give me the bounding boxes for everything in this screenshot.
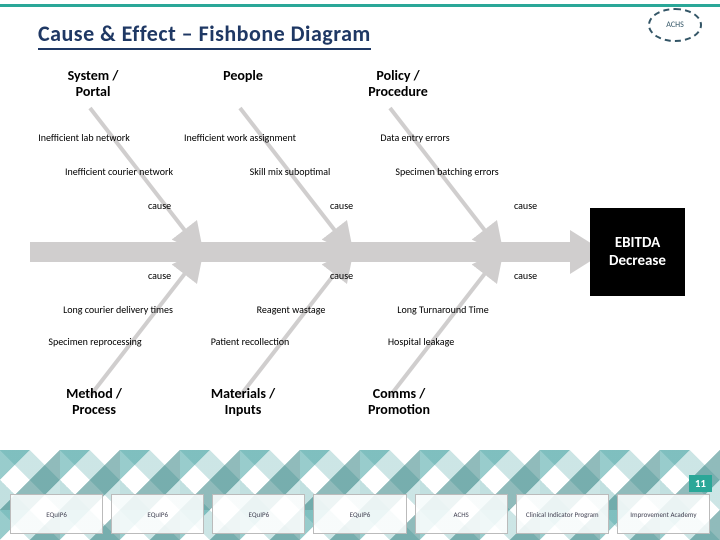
sub-u1b: Inefficient courier network	[54, 166, 184, 178]
cat-top-3-l2: Procedure	[368, 83, 428, 100]
footer-logos: EQuIP6 EQuIP6 EQuIP6 EQuIP6 ACHS Clinica…	[10, 494, 710, 534]
cat-bot-2-l1: Materials /	[211, 385, 275, 402]
cat-top-1-l2: Portal	[76, 83, 111, 100]
footer-logo: EQuIP6	[212, 494, 305, 534]
effect-l2: Decrease	[609, 252, 666, 270]
effect-box: EBITDA Decrease	[590, 208, 685, 296]
logo-top: ACHS	[648, 8, 702, 42]
cat-top-3-l1: Policy /	[376, 67, 419, 84]
sub-l1a: Long courier delivery times	[48, 304, 188, 316]
cat-top-2-l1: People	[223, 67, 263, 84]
sub-l3b: Hospital leakage	[366, 336, 476, 348]
sub-u2b: Skill mix suboptimal	[230, 166, 350, 178]
footer-logo: EQuIP6	[313, 494, 406, 534]
cause-u1: cause	[148, 200, 171, 212]
cause-l1: cause	[148, 270, 171, 282]
page-number: 11	[689, 475, 712, 492]
fishbone-diagram: System / Portal People Policy / Procedur…	[30, 70, 685, 430]
sub-u3a: Data entry errors	[360, 132, 470, 144]
footer-logo: Improvement Academy	[617, 494, 710, 534]
sub-u2a: Inefficient work assignment	[170, 132, 310, 144]
sub-u3b: Specimen batching errors	[382, 166, 512, 178]
footer-logo: EQuIP6	[10, 494, 103, 534]
cause-l2: cause	[330, 270, 353, 282]
cause-u2: cause	[330, 200, 353, 212]
cause-l3: cause	[514, 270, 537, 282]
footer-logo: EQuIP6	[111, 494, 204, 534]
page-title: Cause & Effect – Fishbone Diagram	[38, 20, 371, 50]
cause-u3: cause	[514, 200, 537, 212]
footer-logo: ACHS	[415, 494, 508, 534]
sub-l2b: Patient recollection	[190, 336, 310, 348]
sub-l3a: Long Turnaround Time	[378, 304, 508, 316]
cat-bot-2-l2: Inputs	[225, 401, 262, 418]
sub-l2a: Reagent wastage	[236, 304, 346, 316]
cat-bot-1-l1: Method /	[66, 385, 122, 402]
cat-bot-3-l1: Comms /	[373, 385, 425, 402]
cat-bot-3-l2: Promotion	[368, 401, 430, 418]
cat-top-1-l1: System /	[68, 67, 119, 84]
footer-logo: Clinical Indicator Program	[516, 494, 609, 534]
cat-bot-1-l2: Process	[72, 401, 116, 418]
sub-l1b: Specimen reprocessing	[30, 336, 160, 348]
sub-u1a: Inefficient lab network	[24, 132, 144, 144]
effect-l1: EBITDA	[615, 234, 660, 252]
